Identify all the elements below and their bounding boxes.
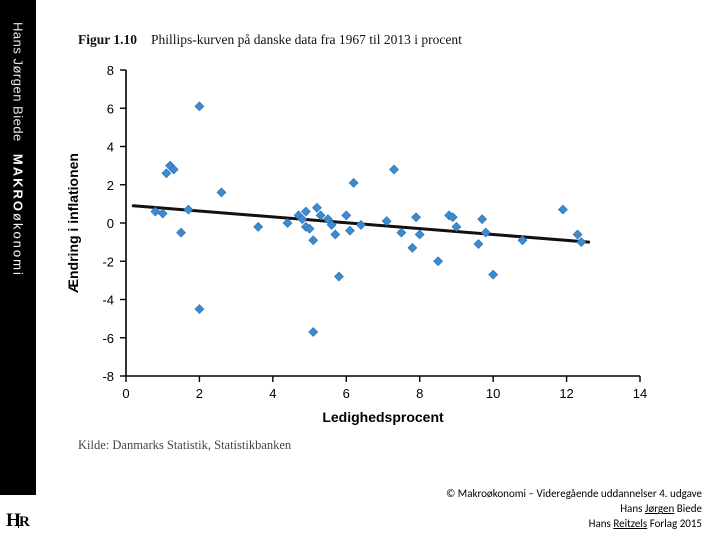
svg-text:8: 8 bbox=[416, 386, 423, 401]
phillips-curve-chart: 0 2 4 6 8 10 12 14 -8 -6 -4 -2 0 2 4 6 8 Ledighedsprocent… bbox=[58, 58, 658, 428]
figure-container: Figur 1.10 Phillips-kurven på danske data… bbox=[48, 12, 708, 453]
svg-text:4: 4 bbox=[107, 140, 114, 155]
svg-text:-4: -4 bbox=[102, 293, 114, 308]
book-spine-sidebar: Hans Jørgen Biede MAKROøkonomi bbox=[0, 0, 36, 495]
svg-text:4: 4 bbox=[269, 386, 276, 401]
spine-brand-2: økonomi bbox=[11, 213, 26, 277]
svg-text:12: 12 bbox=[559, 386, 573, 401]
svg-text:10: 10 bbox=[486, 386, 500, 401]
spine-author: Hans Jørgen Biede bbox=[11, 22, 26, 142]
copyright-line-3: Hans Reitzels Forlag 2015 bbox=[446, 517, 702, 532]
svg-text:2: 2 bbox=[107, 178, 114, 193]
figure-caption: Phillips-kurven på danske data fra 1967 … bbox=[151, 32, 462, 47]
svg-text:6: 6 bbox=[343, 386, 350, 401]
publisher-logo: H R bbox=[6, 508, 32, 532]
svg-text:2: 2 bbox=[196, 386, 203, 401]
svg-text:0: 0 bbox=[122, 386, 129, 401]
svg-text:Ledighedsprocent: Ledighedsprocent bbox=[322, 409, 444, 425]
svg-text:-2: -2 bbox=[102, 254, 114, 269]
copyright-block: © Makroøkonomi – Videregående uddannelse… bbox=[446, 487, 702, 532]
figure-source: Kilde: Danmarks Statistik, Statistikbank… bbox=[78, 438, 708, 453]
svg-text:-8: -8 bbox=[102, 369, 114, 384]
chart-svg: 0 2 4 6 8 10 12 14 -8 -6 -4 -2 0 2 4 6 8 Ledighedsprocent… bbox=[58, 58, 658, 428]
svg-text:8: 8 bbox=[107, 63, 114, 78]
figure-number: Figur 1.10 bbox=[78, 32, 137, 47]
svg-text:R: R bbox=[19, 514, 30, 530]
svg-text:14: 14 bbox=[633, 386, 647, 401]
figure-title: Figur 1.10 Phillips-kurven på danske data… bbox=[78, 32, 708, 48]
spine-brand-1: MAKRO bbox=[11, 154, 26, 213]
spine-text: Hans Jørgen Biede MAKROøkonomi bbox=[11, 22, 26, 277]
copyright-line-1: © Makroøkonomi – Videregående uddannelse… bbox=[446, 487, 702, 502]
svg-text:6: 6 bbox=[107, 101, 114, 116]
svg-text:-6: -6 bbox=[102, 331, 114, 346]
svg-text:Ændring i inflationen: Ændring i inflationen bbox=[65, 153, 81, 293]
copyright-line-2: Hans Jørgen Biede bbox=[446, 502, 702, 517]
svg-text:0: 0 bbox=[107, 216, 114, 231]
